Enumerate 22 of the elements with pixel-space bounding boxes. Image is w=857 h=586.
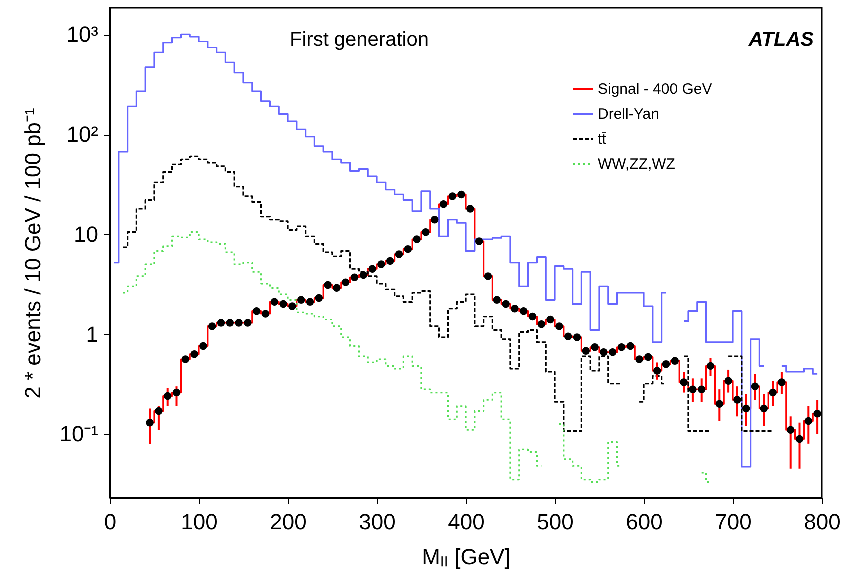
- y-tick-label: 1: [86, 322, 98, 347]
- x-tick-label: 200: [270, 510, 307, 534]
- annotation: ATLAS: [748, 29, 815, 51]
- x-tick-label: 600: [626, 510, 663, 534]
- x-tick-label: 500: [537, 510, 574, 534]
- y-tick-label: 10²: [66, 122, 98, 148]
- x-tick-label: 300: [359, 510, 396, 534]
- y-tick-label: 10: [74, 222, 98, 247]
- x-tick-label: 400: [448, 510, 485, 534]
- y-tick-label: 10³: [66, 22, 98, 48]
- legend-label: Signal - 400 GeV: [598, 81, 712, 98]
- y-tick-label: 10⁻¹: [60, 422, 98, 447]
- x-tick-label: 0: [104, 510, 117, 534]
- y-axis-title: 2 * events / 10 GeV / 100 pb⁻¹: [20, 108, 46, 399]
- annotation: First generation: [290, 29, 429, 51]
- x-tick-label: 800: [804, 510, 841, 534]
- legend-label: WW,ZZ,WZ: [598, 156, 676, 173]
- legend-label: tt̄: [598, 131, 608, 148]
- x-tick-label: 700: [715, 510, 752, 534]
- x-tick-label: 100: [181, 510, 218, 534]
- legend-label: Drell-Yan: [598, 106, 660, 123]
- x-axis-title: Mₗₗ [GeV]: [422, 544, 511, 570]
